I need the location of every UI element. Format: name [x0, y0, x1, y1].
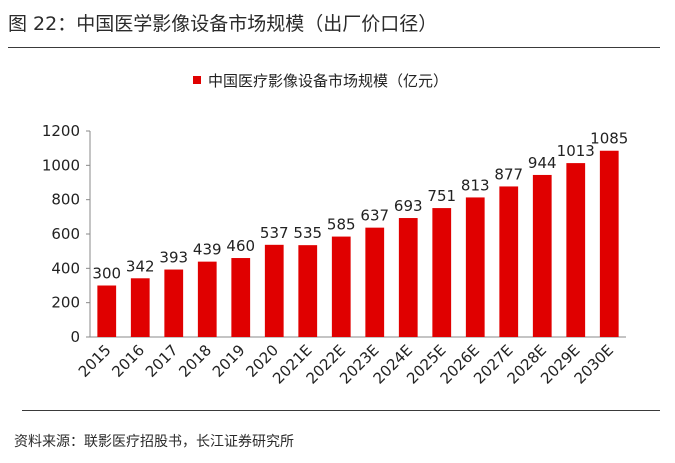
bar	[432, 208, 452, 337]
bar	[164, 269, 184, 337]
x-tick-label: 2018	[175, 341, 215, 381]
bar	[465, 197, 485, 337]
y-tick-label: 400	[51, 259, 80, 277]
x-tick-label: 2015	[75, 341, 115, 381]
y-tick-label: 1200	[42, 122, 80, 140]
bar	[231, 258, 251, 337]
data-label: 342	[126, 257, 155, 275]
bar	[97, 285, 117, 337]
bar	[130, 278, 150, 337]
y-tick-label: 600	[51, 225, 80, 243]
bar	[532, 174, 552, 337]
data-label: 460	[226, 237, 255, 255]
bar	[599, 150, 619, 337]
data-label: 637	[360, 207, 389, 225]
bar	[197, 261, 217, 337]
data-label: 944	[528, 154, 557, 172]
data-label: 1013	[557, 142, 595, 160]
bars	[97, 150, 619, 337]
bar-chart: 中国医疗影像设备市场规模（亿元） 300 342 393 439 460 537 535 58…	[42, 72, 629, 388]
data-label: 537	[260, 224, 289, 242]
y-tick-label: 0	[70, 328, 80, 346]
bar	[398, 218, 418, 337]
x-tick-label: 2016	[108, 341, 148, 381]
legend-swatch	[193, 76, 201, 84]
data-label: 813	[461, 176, 490, 194]
bar	[298, 245, 318, 337]
title-divider	[8, 47, 660, 48]
data-label: 693	[394, 197, 423, 215]
data-label: 535	[293, 224, 322, 242]
legend: 中国医疗影像设备市场规模（亿元）	[193, 72, 448, 90]
y-tick-labels: 0 200 400 600 800 1000 1200	[42, 122, 90, 346]
data-label: 585	[327, 216, 356, 234]
data-label: 751	[427, 187, 456, 205]
bar	[264, 244, 284, 337]
x-tick-label: 2017	[142, 341, 182, 381]
bar	[331, 236, 351, 337]
y-tick-label: 1000	[42, 156, 80, 174]
bar	[499, 186, 519, 337]
data-label: 300	[92, 265, 121, 283]
legend-label: 中国医疗影像设备市场规模（亿元）	[208, 72, 448, 90]
data-label: 877	[494, 165, 523, 183]
y-tick-label: 200	[51, 294, 80, 312]
y-tick-label: 800	[51, 191, 80, 209]
figure-title: 图 22：中国医学影像设备市场规模（出厂价口径）	[8, 13, 438, 35]
bar	[365, 227, 385, 337]
data-label: 393	[159, 249, 188, 267]
source-note: 资料来源：联影医疗招股书，长江证券研究所	[14, 434, 294, 450]
data-label: 1085	[590, 130, 628, 148]
data-label: 439	[193, 241, 222, 259]
source-divider	[22, 410, 660, 411]
bar	[566, 163, 586, 337]
x-tick-label: 2019	[209, 341, 249, 381]
x-tick-labels: 2015201620172018201920202021E2022E2023E2…	[75, 341, 617, 387]
